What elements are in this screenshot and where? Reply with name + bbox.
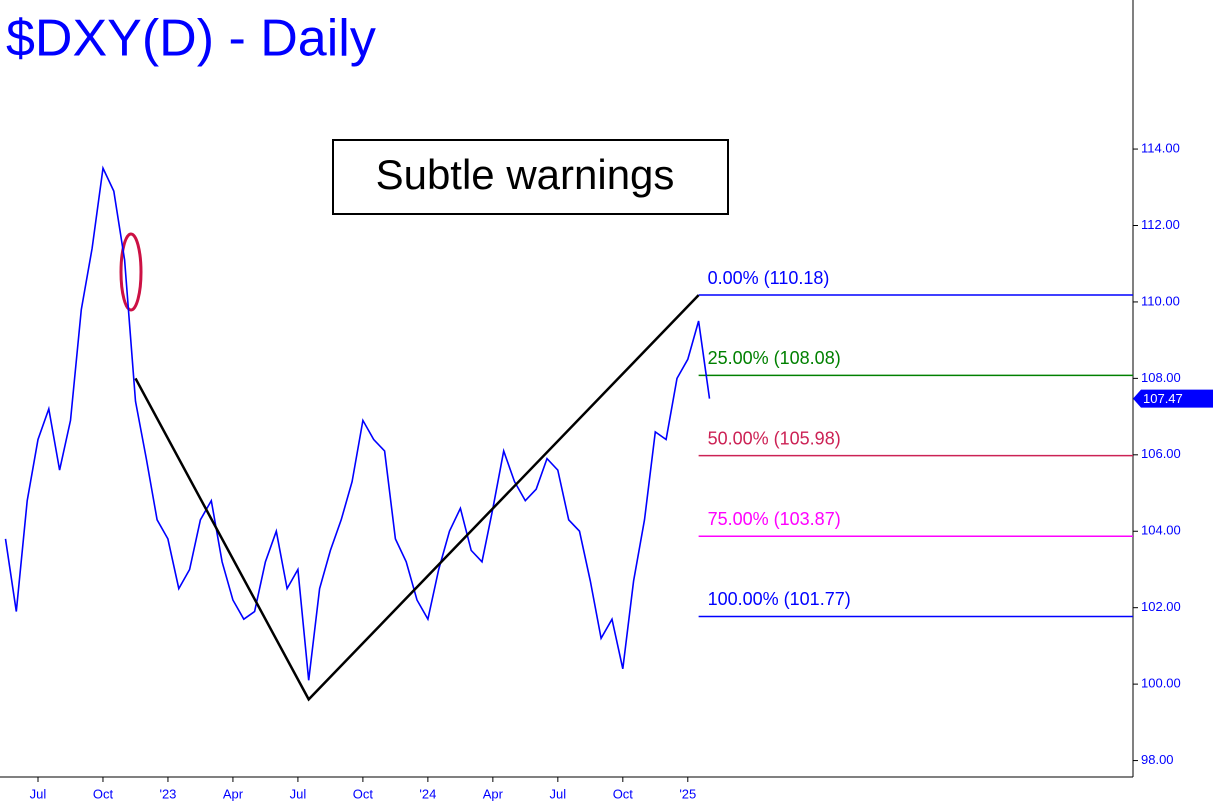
x-tick-label: '23 [159,786,176,801]
y-tick-label: 110.00 [1141,293,1180,308]
fib-label: 50.00% (105.98) [708,428,841,448]
zigzag [134,294,700,702]
fib-label: 100.00% (101.77) [708,589,851,609]
y-tick-label: 98.00 [1141,752,1174,767]
y-tick-label: 104.00 [1141,523,1181,538]
price-line [4,165,711,681]
x-tick-label: Jul [30,786,47,801]
y-tick-label: 112.00 [1141,217,1180,232]
highlight-ellipse [119,232,143,312]
fib-label: 75.00% (103.87) [708,509,841,529]
x-tick-label: '24 [419,786,436,801]
y-tick-label: 106.00 [1141,446,1181,461]
last-price-tag [1133,389,1213,408]
chart-title: $DXY(D) - Daily [6,10,376,68]
y-tick-label: 114.00 [1141,140,1180,155]
x-tick-label: Oct [93,786,114,801]
x-tick-label: Oct [353,786,374,801]
annotation-box [332,139,729,215]
x-tick-label: Jul [290,786,307,801]
annotation: Subtle warnings [376,151,675,198]
x-tick-label: Apr [223,786,244,801]
fib-label: 25.00% (108.08) [708,348,841,368]
last-price-label: 107.47 [1143,391,1183,406]
x-tick-label: Jul [550,786,567,801]
x-tick-label: '25 [679,786,696,801]
y-tick-label: 108.00 [1141,370,1181,385]
x-tick-label: Oct [613,786,634,801]
x-tick-label: Apr [483,786,504,801]
fib-label: 0.00% (110.18) [708,268,830,288]
y-tick-label: 102.00 [1141,599,1181,614]
y-tick-label: 100.00 [1141,676,1181,691]
